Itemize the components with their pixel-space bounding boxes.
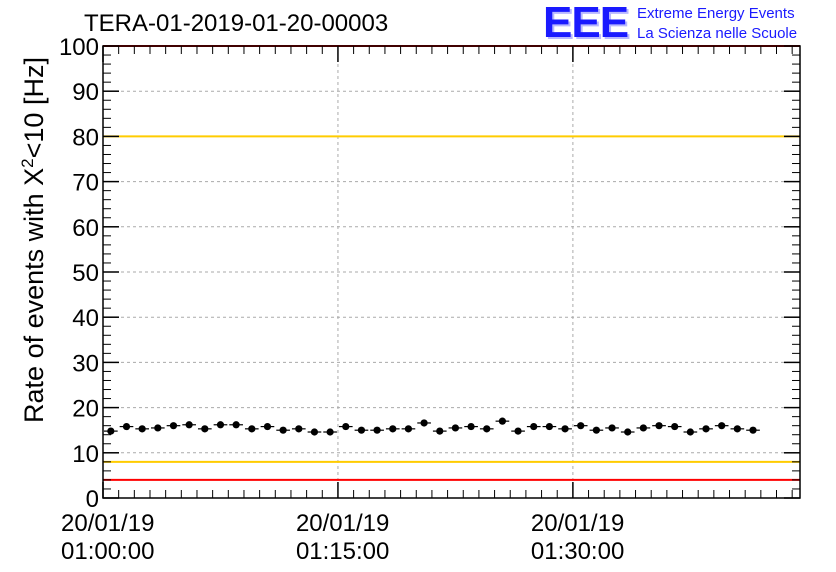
- data-point: [733, 425, 741, 433]
- data-point: [201, 425, 209, 433]
- data-series: [104, 417, 760, 436]
- data-point: [561, 425, 569, 433]
- x-tick-date-label: 20/01/19: [531, 510, 624, 537]
- data-point: [169, 422, 178, 430]
- data-point: [420, 419, 428, 427]
- y-tick-label: 90: [72, 79, 99, 106]
- data-point: [216, 421, 225, 429]
- data-point: [436, 427, 444, 435]
- y-axis-label-prefix: Rate of events with X: [19, 167, 49, 423]
- axis-ticks: [102, 45, 800, 499]
- x-tick-time-label: 01:15:00: [296, 538, 389, 565]
- data-point: [373, 426, 381, 434]
- data-point: [185, 421, 193, 429]
- data-point: [514, 427, 522, 435]
- data-point: [122, 422, 131, 431]
- data-point: [577, 422, 585, 430]
- data-point: [295, 425, 303, 433]
- data-point: [326, 428, 334, 436]
- data-point: [248, 425, 256, 433]
- data-point: [342, 422, 350, 431]
- y-tick-label: 40: [72, 305, 99, 332]
- y-tick-label: 50: [72, 260, 99, 287]
- data-point: [483, 425, 491, 433]
- data-point: [467, 422, 475, 431]
- data-point: [639, 424, 647, 432]
- tick-labels: 010203040506070809010020/01/1901:00:0020…: [59, 34, 624, 565]
- x-tick-time-label: 01:30:00: [531, 538, 624, 565]
- y-tick-label: 0: [86, 486, 99, 513]
- data-point: [671, 422, 679, 431]
- data-point: [749, 426, 757, 434]
- chart-title: TERA-01-2019-01-20-00003: [84, 10, 389, 37]
- data-point: [718, 422, 726, 430]
- data-point: [608, 424, 616, 432]
- data-point: [404, 425, 413, 433]
- y-axis-label: Rate of events with X2<10 [Hz]: [18, 57, 50, 423]
- y-tick-label: 70: [72, 170, 99, 197]
- logo-caption-line2: La Scienza nelle Scuole: [637, 25, 798, 42]
- data-point: [232, 421, 240, 429]
- y-tick-label: 10: [72, 441, 99, 468]
- y-tick-label: 30: [72, 350, 99, 377]
- data-point: [702, 425, 710, 433]
- data-point: [686, 428, 694, 436]
- data-point: [451, 424, 460, 432]
- data-point: [154, 424, 162, 432]
- data-point: [263, 422, 272, 431]
- x-tick-date-label: 20/01/19: [296, 510, 389, 537]
- x-tick-time-label: 01:00:00: [61, 538, 154, 565]
- y-tick-label: 80: [72, 124, 99, 151]
- eee-logo: EEE: [543, 0, 629, 47]
- data-point: [624, 428, 632, 436]
- y-axis-label-suffix: <10 [Hz]: [19, 57, 49, 159]
- reference-lines: [103, 45, 800, 481]
- data-point: [357, 426, 366, 434]
- x-tick-date-label: 20/01/19: [61, 510, 154, 537]
- data-point: [389, 425, 397, 433]
- data-point: [310, 428, 319, 436]
- data-point: [107, 427, 115, 435]
- data-point: [530, 422, 538, 431]
- y-tick-label: 100: [59, 34, 99, 61]
- y-tick-label: 60: [72, 215, 99, 242]
- y-axis-label-sup: 2: [18, 158, 37, 168]
- logo-caption-line1: Extreme Energy Events: [637, 5, 795, 22]
- data-point: [279, 426, 287, 434]
- data-point: [545, 422, 553, 431]
- data-point: [138, 425, 146, 433]
- logo-caption: Extreme Energy Events La Scienza nelle S…: [637, 4, 797, 44]
- data-point: [655, 422, 663, 430]
- y-tick-label: 20: [72, 396, 99, 423]
- data-point: [592, 426, 600, 434]
- data-point: [498, 417, 507, 425]
